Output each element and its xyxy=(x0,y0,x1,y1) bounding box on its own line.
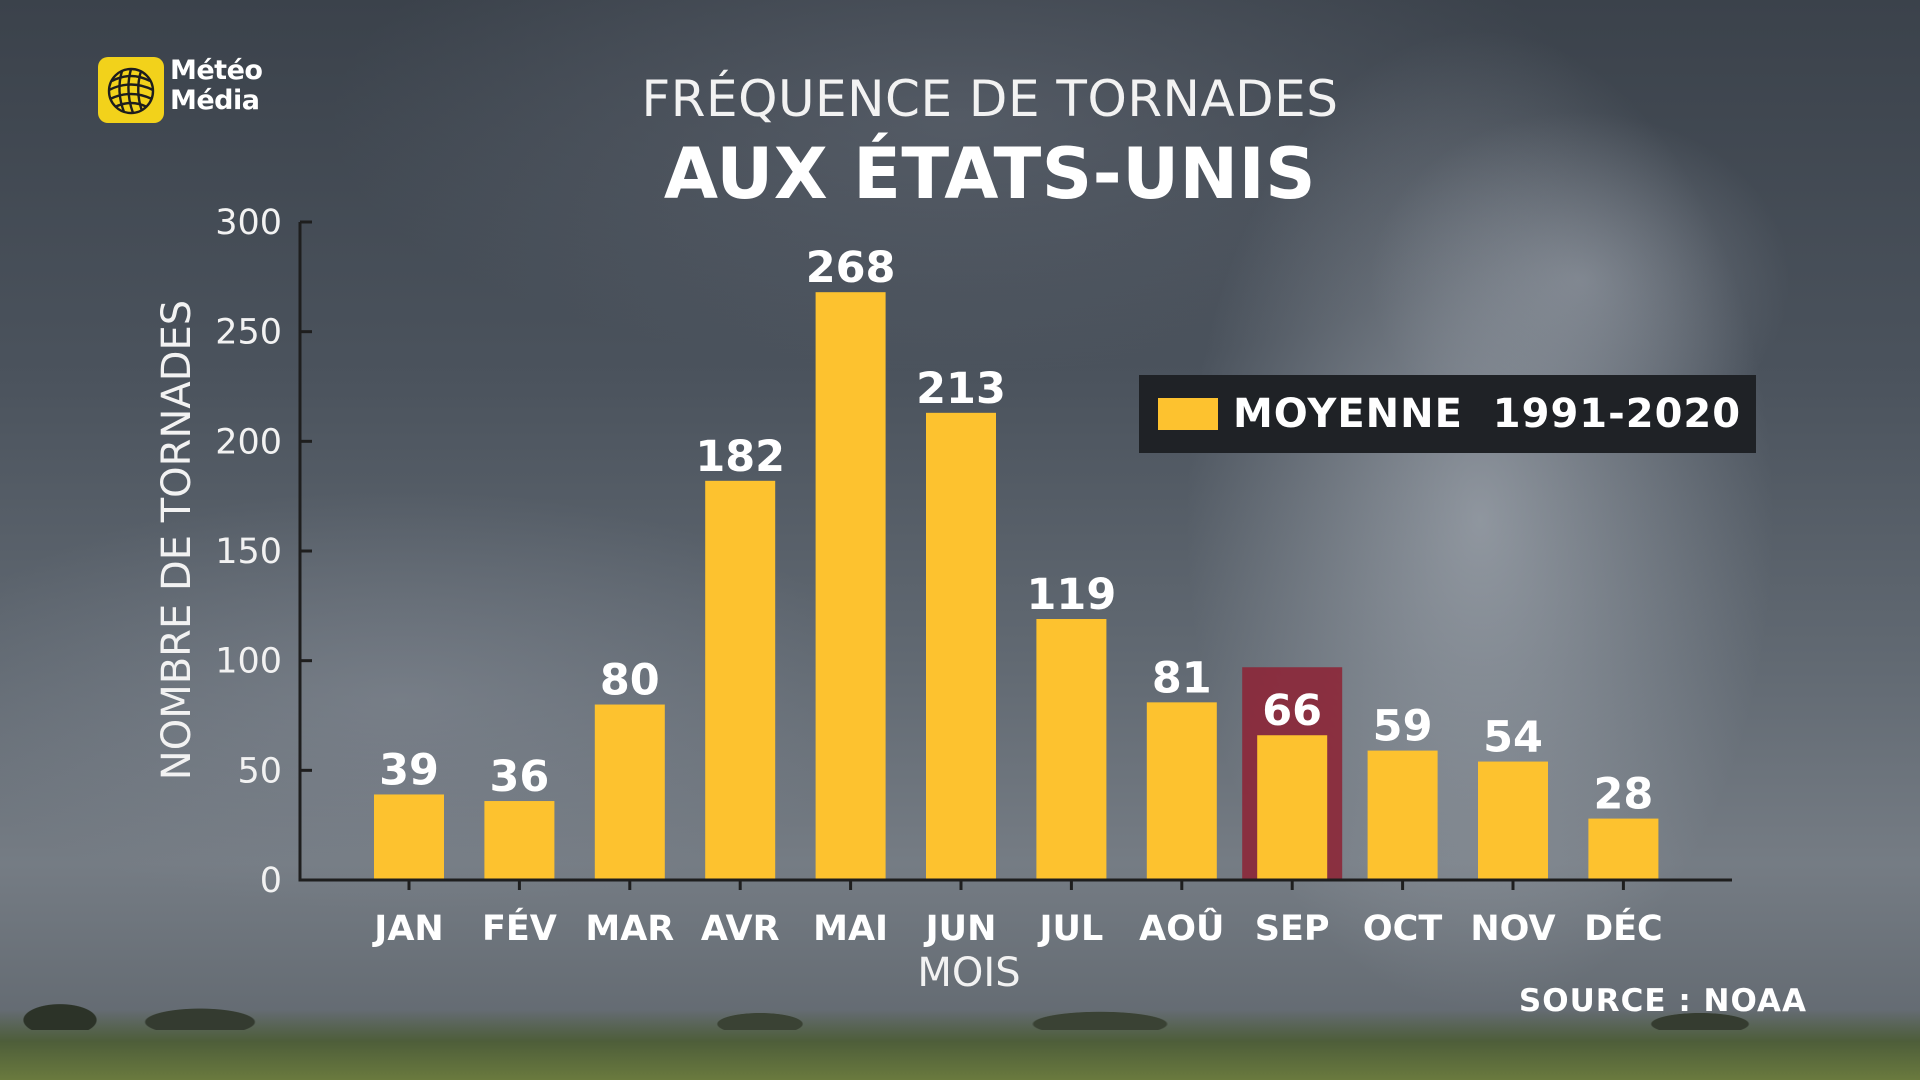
x-tick-label-9: OCT xyxy=(1363,909,1442,949)
bars-layer xyxy=(374,292,1659,881)
legend-swatch xyxy=(1158,398,1218,430)
axes-layer xyxy=(298,220,1732,890)
logo-line-1: Météo xyxy=(170,55,263,86)
value-label-0: 39 xyxy=(379,745,439,795)
y-tick-label-6: 300 xyxy=(215,203,282,243)
x-tick-label-7: AOÛ xyxy=(1139,907,1224,949)
x-tick-label-4: MAI xyxy=(813,909,888,949)
value-label-11: 28 xyxy=(1593,770,1653,820)
y-tick-label-5: 250 xyxy=(215,313,282,353)
value-label-5: 213 xyxy=(916,364,1006,414)
value-label-4: 268 xyxy=(806,243,896,293)
x-tick-label-0: JAN xyxy=(372,909,443,949)
bar-5 xyxy=(926,412,996,880)
value-label-10: 54 xyxy=(1483,713,1543,763)
value-label-3: 182 xyxy=(695,432,785,482)
bar-2 xyxy=(594,704,665,880)
chart-title-line-1: FRÉQUENCE DE TORNADES xyxy=(641,70,1339,128)
x-tick-label-6: JUL xyxy=(1038,909,1104,949)
labels-layer: 39 JAN 36 FÉV 80 MAR 182 AVR 268 MAI 213 JUN 119 JUL 8… xyxy=(215,203,1663,949)
y-tick-label-0: 0 xyxy=(260,861,282,901)
x-tick-label-5: JUN xyxy=(924,909,997,949)
bar-8 xyxy=(1257,735,1328,880)
y-tick-label-2: 100 xyxy=(215,642,282,682)
y-tick-label-1: 50 xyxy=(237,751,282,791)
x-tick-label-10: NOV xyxy=(1470,909,1555,949)
treeline-background xyxy=(0,990,1920,1030)
legend-label: MOYENNE 1991-2020 xyxy=(1233,391,1742,437)
bar-4 xyxy=(815,292,886,881)
bar-0 xyxy=(374,794,444,880)
x-axis-title: MOIS xyxy=(917,950,1020,996)
logo-line-2: Média xyxy=(170,85,260,116)
globe-icon xyxy=(107,67,155,115)
x-tick-label-11: DÉC xyxy=(1584,907,1663,949)
chart-title-line-2: AUX ÉTATS-UNIS xyxy=(663,133,1317,215)
source-credit: SOURCE : NOAA xyxy=(1518,983,1807,1019)
bar-7 xyxy=(1146,702,1217,880)
bar-6 xyxy=(1036,618,1107,880)
x-tick-label-1: FÉV xyxy=(482,907,557,949)
x-tick-label-2: MAR xyxy=(585,909,674,949)
x-tick-label-3: AVR xyxy=(701,909,780,949)
y-tick-label-4: 200 xyxy=(215,422,282,462)
value-label-6: 119 xyxy=(1027,570,1117,620)
y-tick-label-3: 150 xyxy=(215,532,282,572)
bar-3 xyxy=(705,480,776,880)
bar-10 xyxy=(1478,761,1548,880)
value-label-1: 36 xyxy=(489,752,549,802)
value-label-2: 80 xyxy=(600,656,660,706)
chart-legend: MOYENNE 1991-2020 xyxy=(1139,375,1756,453)
logo-wordmark: Météo Média xyxy=(170,55,263,116)
meteomedia-logo-icon xyxy=(98,57,164,123)
bar-1 xyxy=(484,801,555,880)
y-axis-title: NOMBRE DE TORNADES xyxy=(154,300,200,780)
value-label-7: 81 xyxy=(1152,653,1212,703)
bar-11 xyxy=(1588,818,1659,880)
bar-9 xyxy=(1367,750,1438,880)
value-label-8: 66 xyxy=(1262,686,1322,736)
x-tick-label-8: SEP xyxy=(1255,909,1330,949)
value-label-9: 59 xyxy=(1373,702,1433,752)
